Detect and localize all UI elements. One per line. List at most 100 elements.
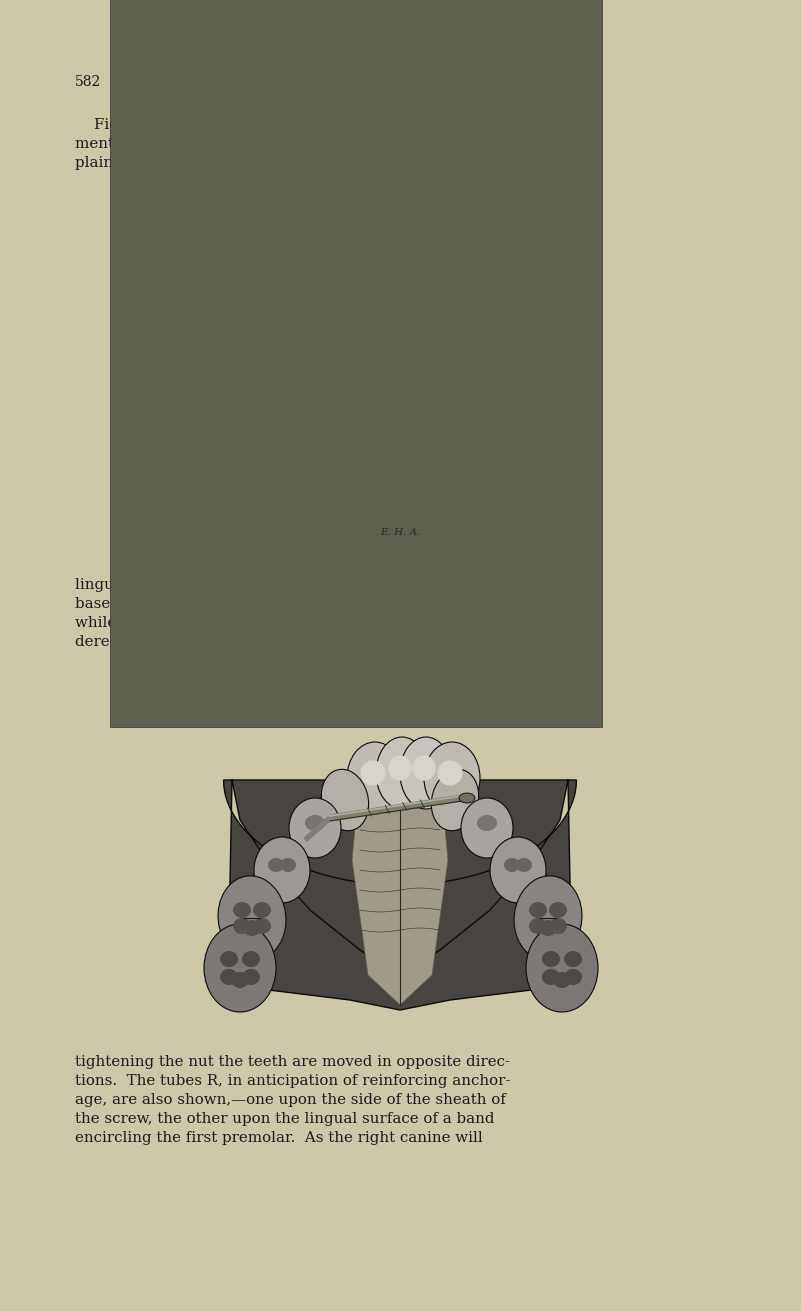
Text: Fig. 626.: Fig. 626.	[372, 658, 429, 671]
Text: tions.  The tubes R, in anticipation of reinforcing anchor-: tions. The tubes R, in anticipation of r…	[75, 1074, 510, 1088]
Ellipse shape	[431, 770, 479, 831]
Ellipse shape	[312, 332, 335, 349]
Ellipse shape	[239, 477, 255, 494]
Ellipse shape	[280, 857, 296, 872]
Ellipse shape	[542, 950, 560, 968]
Text: plain bands cemented upon their crowns.  To the mesio-: plain bands cemented upon their crowns. …	[75, 156, 503, 170]
Text: encircling the first premolar.  As the right canine will: encircling the first premolar. As the ri…	[75, 1131, 483, 1145]
Ellipse shape	[524, 423, 541, 442]
Ellipse shape	[220, 969, 238, 985]
Ellipse shape	[532, 410, 549, 427]
Ellipse shape	[260, 423, 276, 442]
Text: the screw, the other upon the lingual surface of a band: the screw, the other upon the lingual su…	[75, 1112, 494, 1126]
Ellipse shape	[386, 270, 408, 298]
Ellipse shape	[268, 410, 284, 427]
Ellipse shape	[218, 876, 286, 960]
Ellipse shape	[268, 857, 284, 872]
Text: lingual angle of one is soldered a spur which engages the: lingual angle of one is soldered a spur …	[75, 578, 515, 593]
Ellipse shape	[459, 793, 475, 804]
Ellipse shape	[502, 389, 562, 461]
Ellipse shape	[346, 325, 362, 336]
Text: tightening the nut the teeth are moved in opposite direc-: tightening the nut the teeth are moved i…	[75, 1055, 510, 1068]
Ellipse shape	[439, 324, 453, 336]
Ellipse shape	[427, 264, 471, 326]
Ellipse shape	[400, 737, 452, 809]
Ellipse shape	[542, 969, 560, 985]
Ellipse shape	[529, 918, 547, 933]
Ellipse shape	[549, 902, 567, 918]
Ellipse shape	[527, 461, 543, 479]
Ellipse shape	[257, 477, 273, 494]
Ellipse shape	[480, 350, 530, 410]
Ellipse shape	[254, 836, 310, 903]
Ellipse shape	[233, 902, 251, 918]
Text: E. H. A.: E. H. A.	[380, 528, 421, 538]
Text: 582: 582	[75, 75, 101, 89]
Ellipse shape	[334, 288, 376, 349]
Ellipse shape	[411, 270, 433, 298]
Ellipse shape	[378, 254, 422, 323]
Ellipse shape	[253, 902, 271, 918]
Ellipse shape	[529, 902, 547, 918]
Text: dered to the mesio-lingual angle of the other canine.   By: dered to the mesio-lingual angle of the …	[75, 635, 511, 649]
Ellipse shape	[426, 288, 468, 349]
Ellipse shape	[504, 857, 520, 872]
Ellipse shape	[514, 496, 570, 561]
Ellipse shape	[243, 920, 261, 936]
Text: ment of the upper canine teeth, which are provided with: ment of the upper canine teeth, which ar…	[75, 138, 508, 151]
FancyBboxPatch shape	[110, 0, 602, 728]
Ellipse shape	[539, 920, 557, 936]
Text: age, are also shown,—one upon the side of the sheath of: age, are also shown,—one upon the side o…	[75, 1093, 506, 1106]
Ellipse shape	[233, 918, 251, 933]
Ellipse shape	[242, 969, 260, 985]
Ellipse shape	[231, 971, 249, 988]
Polygon shape	[352, 770, 448, 1006]
Ellipse shape	[516, 857, 532, 872]
Ellipse shape	[514, 876, 582, 960]
Ellipse shape	[456, 317, 502, 374]
Ellipse shape	[526, 924, 598, 1012]
Ellipse shape	[253, 918, 271, 933]
Ellipse shape	[270, 350, 320, 410]
Ellipse shape	[512, 438, 576, 518]
Ellipse shape	[289, 798, 341, 857]
Ellipse shape	[238, 389, 298, 461]
Polygon shape	[245, 340, 555, 545]
Ellipse shape	[239, 461, 255, 479]
Text: base of the sheath of the jack-screw (as in B, Fig. 623),: base of the sheath of the jack-screw (as…	[75, 597, 495, 611]
Ellipse shape	[516, 410, 533, 427]
Ellipse shape	[527, 477, 543, 494]
Ellipse shape	[461, 798, 513, 857]
Ellipse shape	[388, 755, 412, 780]
Ellipse shape	[549, 918, 567, 933]
Ellipse shape	[300, 317, 346, 374]
Text: Fig. 625 shows the jack-screw effecting the labial move-: Fig. 625 shows the jack-screw effecting …	[75, 118, 523, 132]
Polygon shape	[380, 361, 430, 430]
Ellipse shape	[224, 438, 288, 518]
Polygon shape	[223, 780, 577, 1009]
Ellipse shape	[468, 332, 490, 349]
Ellipse shape	[220, 950, 238, 968]
Text: while the notched point of the screw engages a staple sol-: while the notched point of the screw eng…	[75, 616, 518, 631]
Ellipse shape	[376, 737, 428, 809]
Ellipse shape	[564, 950, 582, 968]
Text: Fig. 625.: Fig. 625.	[372, 227, 429, 240]
Ellipse shape	[490, 836, 546, 903]
Ellipse shape	[347, 742, 403, 814]
Ellipse shape	[361, 278, 383, 304]
Text: MALOCCLUSION.: MALOCCLUSION.	[336, 75, 465, 89]
Ellipse shape	[360, 760, 385, 785]
Ellipse shape	[242, 950, 260, 968]
Ellipse shape	[305, 815, 325, 831]
Ellipse shape	[252, 410, 268, 427]
Ellipse shape	[545, 461, 561, 479]
Ellipse shape	[477, 815, 497, 831]
Ellipse shape	[257, 461, 273, 479]
Ellipse shape	[321, 770, 368, 831]
Ellipse shape	[424, 742, 480, 814]
Ellipse shape	[564, 969, 582, 985]
Ellipse shape	[536, 480, 552, 497]
Ellipse shape	[437, 760, 463, 785]
Ellipse shape	[230, 496, 286, 561]
Ellipse shape	[545, 477, 561, 494]
